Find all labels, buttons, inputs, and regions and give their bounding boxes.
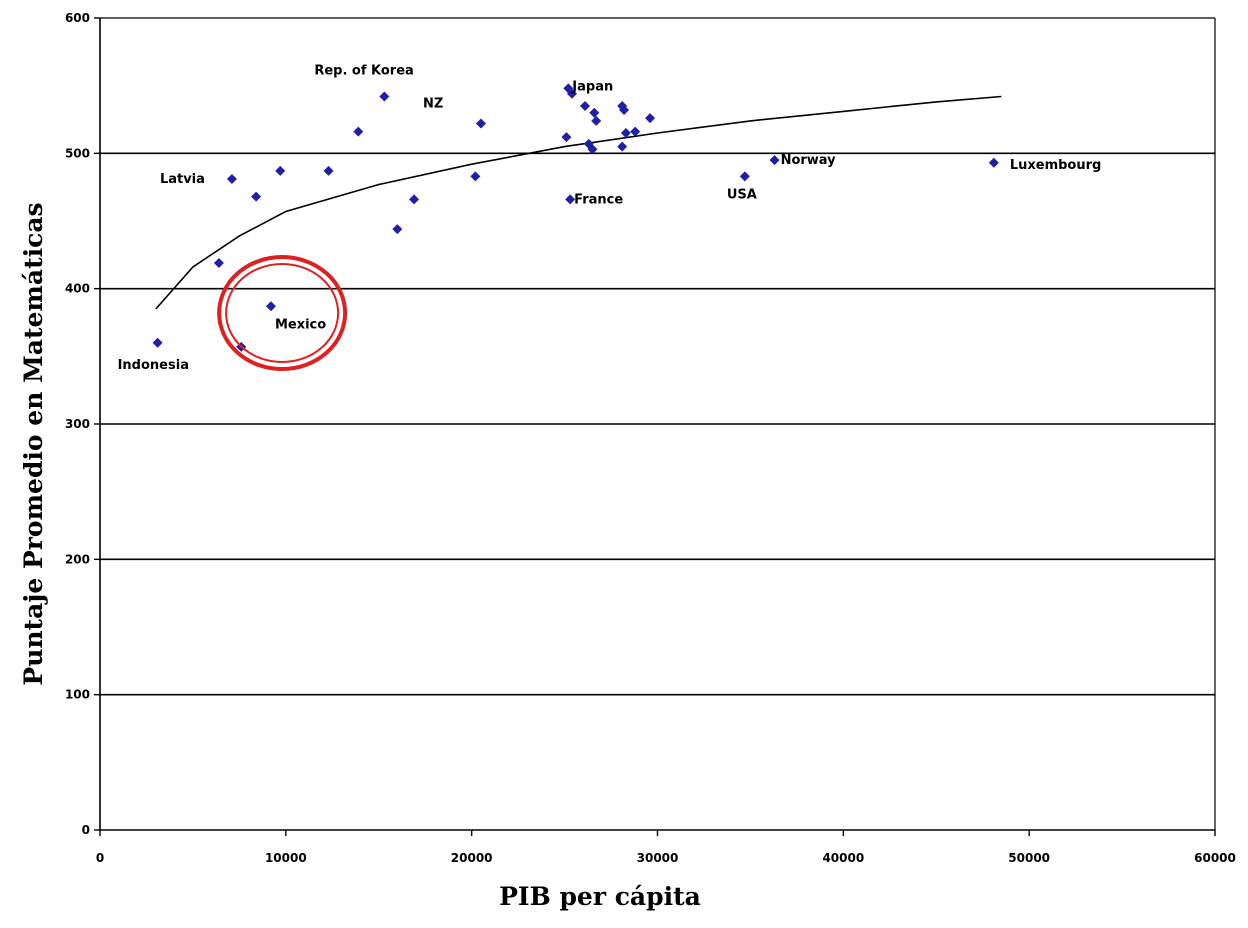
data-point — [567, 88, 578, 99]
x-tick-label: 30000 — [637, 851, 679, 865]
trendline — [155, 95, 1002, 310]
data-point — [619, 105, 630, 116]
data-point — [226, 174, 237, 185]
x-tick-label: 50000 — [1008, 851, 1050, 865]
data-point — [353, 126, 364, 137]
y-axis-title: Puntaje Promedio en Matemáticas — [19, 202, 48, 685]
data-point — [580, 100, 591, 111]
grid-lines — [100, 152, 1215, 696]
tick-labels: 0 100 200 300 400 500 600 0 10000 20000 30000 40000… — [65, 11, 1236, 865]
data-point — [645, 113, 656, 124]
data-point — [561, 132, 572, 143]
y-tick-label: 300 — [65, 417, 90, 431]
data-point — [988, 157, 999, 168]
x-axis-title: PIB per cápita — [499, 882, 701, 911]
data-point — [739, 171, 750, 182]
point-label: NZ — [423, 97, 443, 112]
point-label: Rep. of Korea — [314, 63, 414, 78]
y-tick-label: 100 — [65, 688, 90, 702]
x-tick-label: 10000 — [265, 851, 307, 865]
point-label: Indonesia — [118, 358, 189, 373]
point-label: Latvia — [160, 172, 205, 187]
y-tick-label: 600 — [65, 11, 90, 25]
data-point — [152, 337, 163, 348]
data-point — [409, 194, 420, 205]
point-labels: Indonesia Mexico Latvia Rep. of Korea NZ Japa… — [118, 63, 1102, 372]
data-point — [617, 141, 628, 152]
point-label: USA — [727, 187, 757, 202]
data-point — [392, 224, 403, 235]
x-tick-label: 60000 — [1194, 851, 1236, 865]
data-point — [379, 91, 390, 102]
highlight-circle — [217, 255, 348, 372]
data-points — [152, 83, 999, 352]
data-point — [565, 194, 576, 205]
data-point — [213, 257, 224, 268]
point-label: France — [574, 192, 623, 207]
data-point — [769, 155, 780, 166]
data-point — [630, 126, 641, 137]
y-tick-label: 200 — [65, 552, 90, 566]
y-tick-label: 400 — [65, 282, 90, 296]
data-point — [265, 301, 276, 312]
data-point — [591, 115, 602, 126]
data-point — [275, 165, 286, 176]
y-tick-label: 0 — [82, 823, 90, 837]
point-label: Luxembourg — [1010, 158, 1102, 173]
data-point — [589, 107, 600, 118]
highlight-ring-inner — [225, 263, 340, 364]
data-point — [323, 165, 334, 176]
data-point — [620, 128, 631, 139]
point-label: Japan — [571, 79, 613, 94]
x-tick-label: 0 — [96, 851, 104, 865]
y-tick-label: 500 — [65, 146, 90, 160]
data-point — [587, 144, 598, 155]
x-tick-label: 20000 — [451, 851, 493, 865]
data-point — [475, 118, 486, 129]
point-label: Norway — [781, 153, 837, 168]
highlight-ring-outer — [217, 255, 348, 372]
data-point — [470, 171, 481, 182]
point-label: Mexico — [275, 317, 326, 332]
x-tick-label: 40000 — [822, 851, 864, 865]
data-point — [251, 191, 262, 202]
